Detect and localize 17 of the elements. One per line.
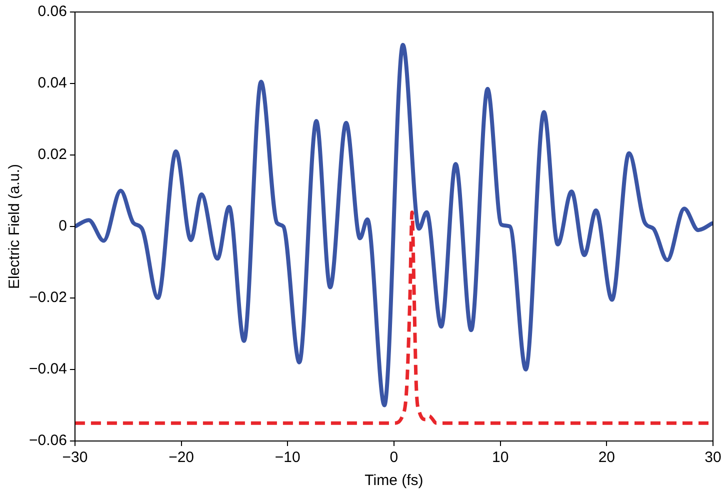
y-tick-label: 0.04: [38, 74, 67, 92]
x-tick-label: −20: [168, 449, 194, 466]
y-tick-label: 0: [58, 218, 67, 235]
y-tick-label: 0.02: [38, 146, 67, 164]
y-axis-title: Electric Field (a.u.): [6, 164, 24, 290]
y-tick-label: 0.06: [38, 3, 67, 20]
y-tick-label: −0.04: [28, 360, 67, 378]
y-tick-label: −0.06: [28, 432, 67, 450]
x-tick-label: 30: [704, 449, 722, 466]
x-tick-label: −30: [62, 449, 88, 466]
x-tick-label: 10: [492, 449, 509, 466]
x-tick-label: −10: [274, 449, 300, 466]
x-tick-label: 0: [390, 449, 398, 466]
x-tick-label: 20: [598, 449, 616, 466]
x-axis-title: Time (fs): [364, 472, 424, 490]
line-series: [74, 42, 713, 408]
y-tick-label: −0.02: [28, 289, 67, 306]
